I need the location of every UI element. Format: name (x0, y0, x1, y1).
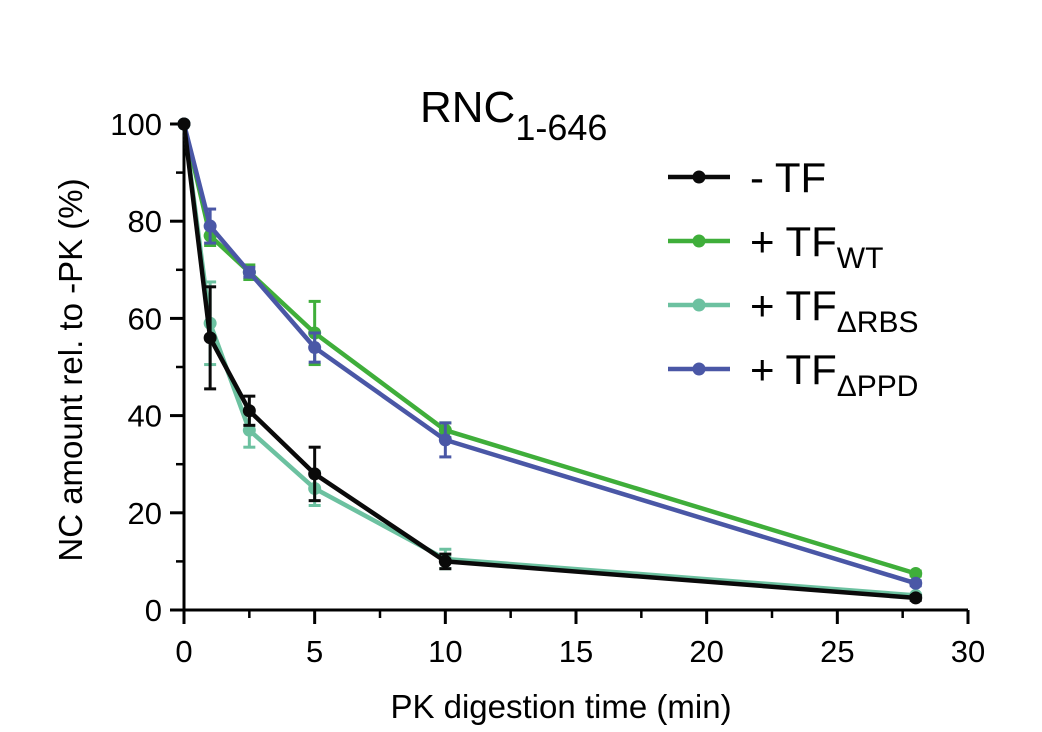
data-point (203, 331, 217, 345)
legend-label-main: + TF (750, 282, 837, 329)
legend-item-2: + TFΔRBS (668, 282, 918, 339)
series-line (181, 123, 916, 601)
x-axis-label: PK digestion time (min) (390, 688, 731, 725)
y-tick-label: 100 (110, 107, 162, 142)
data-point (909, 576, 923, 590)
x-tick-label: 15 (559, 634, 593, 669)
x-tick-label: 30 (951, 634, 985, 669)
legend-item-0: - TF (668, 154, 826, 201)
data-point (438, 554, 452, 568)
y-tick-label: 60 (128, 301, 162, 336)
series-2 (177, 117, 923, 590)
data-point (308, 341, 322, 355)
x-tick-label: 5 (306, 634, 323, 669)
legend-label: - TF (750, 154, 826, 201)
data-point (177, 117, 191, 131)
axes: 0 20 40 60 80 100 0 5 10 15 20 25 30 (110, 107, 985, 669)
legend-label: + TFΔPPD (750, 346, 918, 403)
chart-title: RNC1-646 (420, 83, 607, 148)
legend-item-1: + TFWT (668, 218, 883, 275)
data-point (242, 404, 256, 418)
chart-title-main: RNC (420, 83, 515, 132)
legend-label-main: - TF (750, 154, 826, 201)
legend-marker (692, 362, 706, 376)
chart-title-sub: 1-646 (515, 107, 607, 148)
series-3 (177, 117, 923, 605)
y-tick-label: 20 (128, 496, 162, 531)
data-point (242, 265, 256, 279)
legend: - TF+ TFWT+ TFΔRBS+ TFΔPPD (668, 154, 918, 403)
legend-label-sub: ΔPPD (837, 370, 919, 403)
x-tick-label: 0 (175, 634, 192, 669)
legend-label-sub: WT (837, 242, 884, 275)
data-point (438, 433, 452, 447)
legend-label-main: + TF (750, 346, 837, 393)
data-point (203, 219, 217, 233)
data-point (909, 567, 923, 581)
x-tick-label: 25 (820, 634, 854, 669)
y-axis-label: NC amount rel. to -PK (%) (52, 178, 89, 561)
y-tick-label: 80 (128, 204, 162, 239)
legend-marker (692, 170, 706, 184)
legend-label: + TFWT (750, 218, 883, 275)
data-point (909, 591, 923, 605)
y-tick-label: 0 (145, 593, 162, 628)
legend-item-3: + TFΔPPD (668, 346, 918, 403)
x-tick-label: 10 (428, 634, 462, 669)
legend-label-sub: ΔRBS (837, 306, 919, 339)
legend-label: + TFΔRBS (750, 282, 918, 339)
data-point (308, 467, 322, 481)
legend-marker (692, 234, 706, 248)
y-tick-label: 40 (128, 399, 162, 434)
data-point (242, 423, 256, 437)
legend-label-main: + TF (750, 218, 837, 265)
legend-marker (692, 298, 706, 312)
x-tick-label: 20 (689, 634, 723, 669)
series-layer (177, 117, 923, 605)
